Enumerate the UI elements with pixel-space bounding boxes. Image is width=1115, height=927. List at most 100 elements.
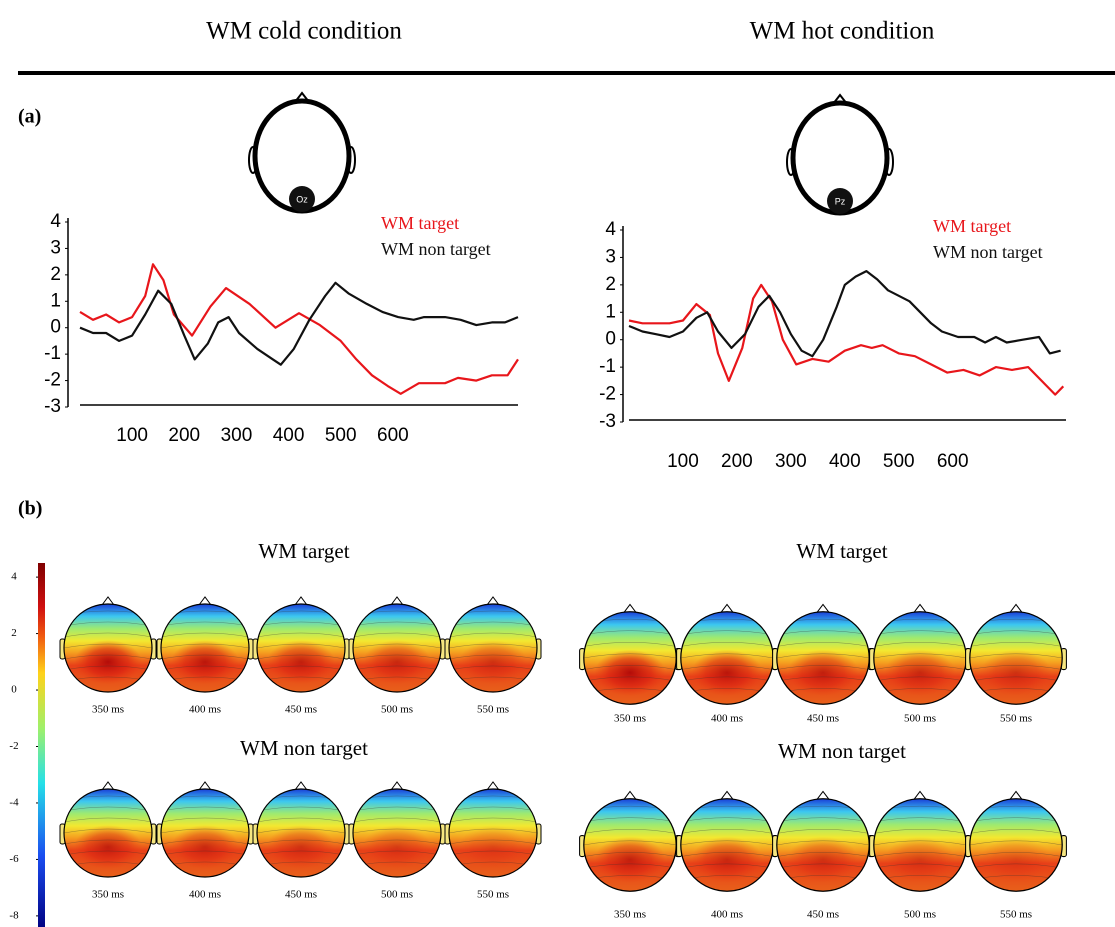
y-tick-label: 4 bbox=[605, 219, 616, 240]
topomap bbox=[156, 596, 254, 693]
topomap-time: 500 ms bbox=[381, 704, 413, 716]
colorbar-tick-label: -8 bbox=[9, 909, 19, 921]
topomap-contour bbox=[680, 630, 774, 636]
topomap-contour bbox=[353, 654, 441, 660]
topomap-time: 450 ms bbox=[807, 909, 839, 921]
topomap-contour bbox=[161, 665, 249, 671]
x-tick-label: 300 bbox=[775, 451, 807, 472]
topomap-contour bbox=[680, 817, 774, 823]
topomap-contour bbox=[680, 829, 774, 834]
topomap-field bbox=[969, 798, 1063, 892]
topomap bbox=[965, 603, 1067, 705]
topomap-hotspot bbox=[884, 836, 956, 883]
topomap-nose bbox=[623, 603, 637, 614]
topomap-contour bbox=[873, 863, 967, 869]
topomap-contour bbox=[64, 850, 152, 856]
topomap-contour bbox=[161, 621, 249, 627]
topomap-time: 550 ms bbox=[477, 704, 509, 716]
topomap-contour bbox=[64, 806, 152, 812]
topomap-contour bbox=[583, 665, 677, 670]
topomap-contour bbox=[64, 665, 152, 671]
topomap bbox=[444, 596, 542, 693]
topomap-hotspot bbox=[74, 640, 142, 684]
topomap bbox=[772, 603, 874, 705]
topomap-field bbox=[161, 604, 249, 692]
topomap-nose bbox=[101, 596, 115, 606]
topomap-outline bbox=[352, 788, 442, 878]
x-tick-label: 500 bbox=[325, 425, 357, 446]
topomap-contour bbox=[161, 632, 249, 638]
topomap-contour bbox=[583, 630, 677, 636]
topomap-contour bbox=[873, 829, 967, 834]
topomap-contour bbox=[257, 665, 345, 671]
topomap-contour bbox=[257, 828, 345, 834]
topomap-field bbox=[64, 604, 152, 692]
colorbar-tick-label: -4 bbox=[9, 796, 19, 808]
topomap-hotspot bbox=[594, 649, 666, 696]
topomap-field bbox=[449, 604, 537, 692]
topomap-contour bbox=[969, 817, 1063, 823]
topomap-contour bbox=[449, 828, 537, 834]
topomap-outline bbox=[63, 603, 153, 693]
topomap-contour bbox=[449, 817, 537, 823]
topomap-outline bbox=[160, 788, 250, 878]
topomap-hotspot bbox=[267, 825, 335, 869]
topomap-contour bbox=[257, 839, 345, 845]
topomap bbox=[59, 596, 157, 693]
topomap-contour bbox=[583, 642, 677, 647]
topomap-nose bbox=[720, 790, 734, 801]
colorbar-tick-label: 0 bbox=[11, 684, 17, 696]
topomap-hotspot bbox=[171, 825, 239, 869]
topomap-time: 550 ms bbox=[477, 889, 509, 901]
topomap-contour bbox=[583, 829, 677, 834]
topomap-nose bbox=[101, 781, 115, 791]
y-tick-label: 1 bbox=[50, 290, 61, 311]
y-tick-label: 2 bbox=[605, 274, 616, 295]
topomap-nose bbox=[486, 781, 500, 791]
topomap-time: 450 ms bbox=[285, 889, 317, 901]
topomap-hotspot bbox=[787, 836, 859, 883]
topomap-contour bbox=[257, 850, 345, 856]
topomap-contour bbox=[873, 665, 967, 670]
topomap-contour bbox=[353, 643, 441, 649]
topomap-contour bbox=[64, 817, 152, 823]
topomap-nose bbox=[294, 596, 308, 606]
y-tick-label: 0 bbox=[605, 329, 616, 350]
topomap-outline bbox=[969, 611, 1063, 705]
x-tick-label: 100 bbox=[116, 425, 148, 446]
topomap-nose bbox=[816, 603, 830, 614]
topomap-contour bbox=[161, 806, 249, 812]
topomap-nose bbox=[390, 596, 404, 606]
topomap-contour bbox=[64, 839, 152, 845]
topomap-time: 400 ms bbox=[189, 704, 221, 716]
topomap-contour bbox=[64, 828, 152, 834]
topomap-title: WM non target bbox=[240, 736, 368, 760]
topomap-contour bbox=[969, 840, 1063, 846]
topomap-contour bbox=[583, 653, 677, 659]
topomap-contour bbox=[449, 654, 537, 660]
topomap bbox=[676, 603, 778, 705]
topomap-contour bbox=[776, 665, 870, 670]
legend-entry: WM target bbox=[381, 213, 459, 233]
topomap-title: WM non target bbox=[778, 739, 906, 763]
topomap-hotspot bbox=[691, 836, 763, 883]
topomap-contour bbox=[873, 840, 967, 846]
topomap-contour bbox=[776, 817, 870, 823]
topomap-contour bbox=[583, 840, 677, 846]
panel-label: (a) bbox=[18, 106, 41, 128]
topomap-nose bbox=[390, 781, 404, 791]
topomap-contour bbox=[680, 665, 774, 670]
topomap-hotspot bbox=[74, 825, 142, 869]
colorbar-tick-label: 4 bbox=[11, 571, 17, 583]
topomap-contour bbox=[583, 817, 677, 823]
topomap-hotspot bbox=[363, 825, 431, 869]
x-tick-label: 500 bbox=[883, 451, 915, 472]
topomap-contour bbox=[969, 630, 1063, 636]
topomap-time: 400 ms bbox=[711, 713, 743, 725]
topomap bbox=[156, 781, 254, 878]
topomap bbox=[869, 603, 971, 705]
topomap-contour bbox=[873, 630, 967, 636]
topomap-outline bbox=[969, 798, 1063, 892]
topomap-field bbox=[353, 604, 441, 692]
